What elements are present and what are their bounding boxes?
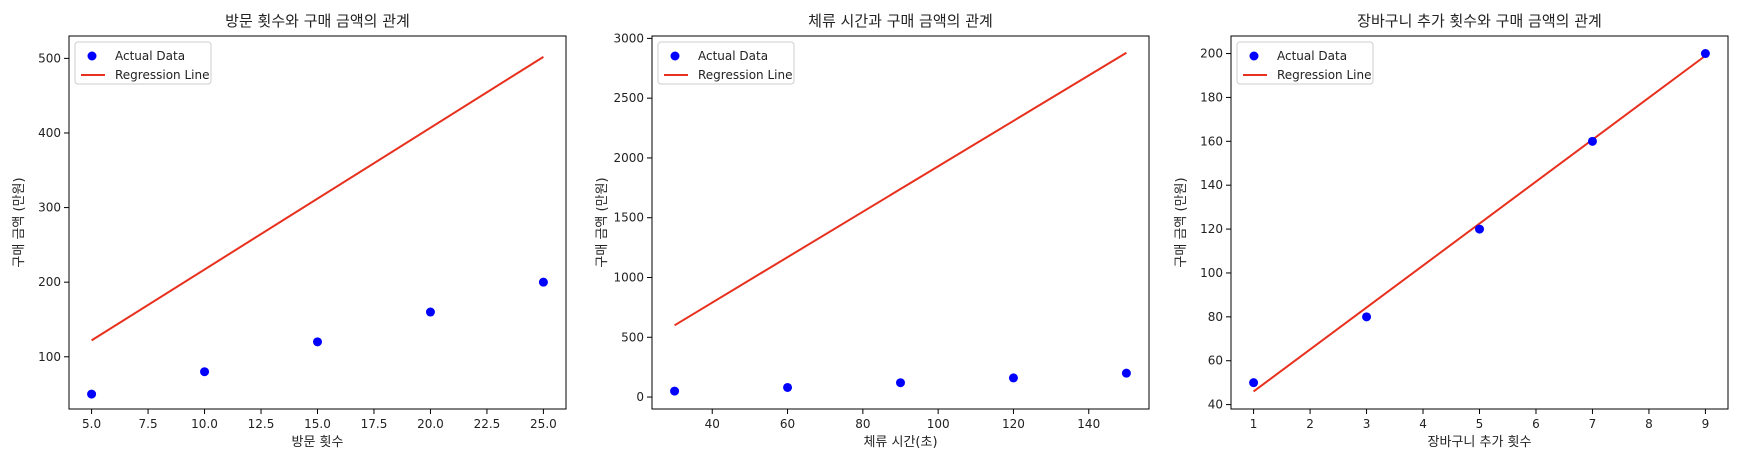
data-point	[1475, 224, 1484, 234]
y-tick-label: 200	[1200, 47, 1223, 61]
y-tick-label: 160	[1200, 134, 1223, 148]
chart-panel-2: 체류 시간과 구매 금액의 관계 40 60 80 100 120 140 0 500 1000 1…	[595, 12, 1150, 450]
x-tick-label: 40	[705, 417, 720, 431]
data-point	[670, 386, 680, 396]
x-tick-label: 8	[1645, 417, 1653, 431]
y-tick-label: 80	[1208, 310, 1223, 324]
legend-marker-point	[1249, 51, 1259, 61]
x-tick-label: 20.0	[417, 417, 444, 431]
plot-area-frame	[651, 35, 1150, 410]
y-tick-label: 3000	[613, 31, 644, 45]
y-tick-label: 1000	[613, 270, 644, 284]
legend-label: Actual Data	[698, 49, 768, 63]
chart-title: 장바구니 추가 횟수와 구매 금액의 관계	[1357, 12, 1602, 30]
x-tick-label: 10.0	[191, 417, 218, 431]
regression-line	[1252, 54, 1707, 393]
x-tick-label: 7.5	[139, 417, 158, 431]
y-tick-label: 40	[1208, 398, 1223, 412]
x-tick-label: 100	[927, 417, 950, 431]
data-point	[896, 378, 905, 388]
data-point	[783, 382, 793, 392]
x-tick-label: 80	[855, 417, 870, 431]
x-tick-label: 22.5	[474, 417, 501, 431]
legend-label: Regression Line	[698, 68, 792, 82]
x-axis-title: 장바구니 추가 횟수	[1428, 435, 1532, 450]
chart-panel-1: 방문 횟수와 구매 금액의 관계 5.0 7.5 10.0 12.5 15.0 17.5 20…	[12, 12, 567, 450]
x-axis-title: 체류 시간(초)	[863, 435, 937, 450]
data-point	[538, 277, 548, 287]
data-point	[1587, 136, 1597, 146]
y-tick-label: 500	[38, 51, 61, 65]
x-tick-label: 7	[1589, 417, 1597, 431]
y-tick-label: 140	[1200, 178, 1223, 192]
y-tick-label: 0	[636, 390, 644, 404]
legend-label: Regression Line	[1277, 68, 1371, 82]
data-point	[200, 367, 210, 377]
y-axis-title: 구매 금액 (만원)	[1174, 177, 1189, 267]
regression-line	[674, 51, 1127, 327]
data-point	[87, 389, 97, 399]
x-tick-label: 6	[1532, 417, 1540, 431]
y-tick-label: 100	[38, 350, 61, 364]
x-tick-label: 17.5	[361, 417, 388, 431]
legend-marker-point	[670, 51, 680, 61]
y-tick-label: 100	[1200, 266, 1223, 280]
data-point	[1008, 373, 1018, 383]
y-tick-label: 2000	[613, 151, 644, 165]
chart-title: 방문 횟수와 구매 금액의 관계	[225, 12, 410, 30]
legend-label: Actual Data	[115, 49, 185, 63]
x-tick-label: 25.0	[530, 417, 557, 431]
x-tick-label: 2	[1306, 417, 1314, 431]
y-tick-label: 400	[38, 126, 61, 140]
x-tick-label: 15.0	[304, 417, 331, 431]
legend	[74, 41, 212, 85]
regression-line	[91, 56, 544, 342]
x-tick-label: 3	[1363, 417, 1371, 431]
y-tick-label: 60	[1208, 354, 1223, 368]
y-tick-label: 1500	[613, 211, 644, 225]
legend-marker-point	[87, 51, 97, 61]
y-tick-label: 2500	[613, 91, 644, 105]
y-axis-title: 구매 금액 (만원)	[12, 177, 27, 267]
x-tick-label: 12.5	[248, 417, 275, 431]
x-tick-label: 60	[780, 417, 795, 431]
legend	[1236, 41, 1374, 85]
y-tick-label: 300	[38, 201, 61, 215]
x-tick-label: 1	[1250, 417, 1258, 431]
plot-area-frame	[68, 35, 567, 410]
y-tick-label: 500	[621, 330, 644, 344]
legend	[657, 41, 795, 85]
data-point	[425, 307, 435, 317]
x-tick-label: 4	[1419, 417, 1427, 431]
x-tick-label: 5.0	[82, 417, 101, 431]
x-axis-title: 방문 횟수	[292, 435, 344, 450]
data-point	[1121, 368, 1131, 378]
x-tick-label: 5	[1476, 417, 1484, 431]
y-tick-label: 180	[1200, 90, 1223, 104]
y-tick-label: 120	[1200, 222, 1223, 236]
y-axis-title: 구매 금액 (만원)	[595, 177, 610, 267]
chart-title: 체류 시간과 구매 금액의 관계	[808, 12, 993, 30]
data-point	[1700, 49, 1710, 59]
y-tick-label: 200	[38, 275, 61, 289]
data-point	[1249, 378, 1259, 388]
x-tick-label: 120	[1002, 417, 1025, 431]
x-tick-label: 9	[1702, 417, 1710, 431]
data-point	[1362, 312, 1372, 322]
legend-label: Regression Line	[115, 68, 209, 82]
data-point	[313, 337, 322, 347]
legend-label: Actual Data	[1277, 49, 1347, 63]
x-tick-label: 140	[1077, 417, 1100, 431]
chart-panel-3: 장바구니 추가 횟수와 구매 금액의 관계 1 2 3 4 5 6 7 8 9 40 60 80 100 1…	[1174, 12, 1729, 450]
